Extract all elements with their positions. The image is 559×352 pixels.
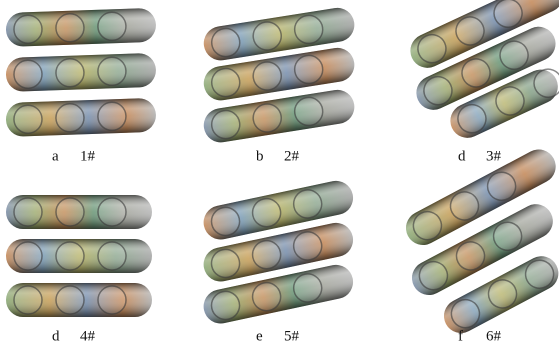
- tube-ring: [14, 286, 42, 314]
- tube-ring: [98, 286, 126, 314]
- tube: [5, 8, 156, 47]
- tube-ring: [56, 286, 84, 314]
- tube-ring: [14, 15, 43, 44]
- tube-ring: [56, 242, 84, 270]
- panel-number: 3#: [486, 148, 502, 164]
- tube-ring: [56, 198, 84, 226]
- tube: [6, 283, 152, 317]
- tube: [6, 195, 152, 229]
- tube-ring: [14, 198, 42, 226]
- panel-number: 1#: [80, 148, 96, 164]
- panel-letter: b: [256, 148, 264, 164]
- tube-ring: [98, 242, 126, 270]
- tube-ring: [55, 103, 84, 132]
- tube-ring: [14, 105, 43, 134]
- tube: [6, 239, 152, 273]
- panel-letter: d: [458, 148, 466, 164]
- tube: [5, 98, 156, 137]
- panel-letter: a: [52, 148, 59, 164]
- panel-letter: e: [256, 328, 263, 344]
- panel-number: 2#: [284, 148, 300, 164]
- tube-ring: [97, 57, 126, 86]
- panel-number: 4#: [80, 328, 96, 344]
- tube-ring: [14, 242, 42, 270]
- tube-ring: [97, 102, 126, 131]
- panel-letter: d: [52, 328, 60, 344]
- tube: [5, 53, 156, 92]
- panel-letter: f: [458, 328, 463, 344]
- panel-number: 6#: [486, 328, 502, 344]
- tube-ring: [55, 58, 84, 87]
- tube-illustrations: [5, 0, 559, 339]
- tube-ring: [14, 60, 43, 89]
- panel-number: 5#: [284, 328, 300, 344]
- figure: a 1# b 2# d 3# d 4# e 5# f 6#: [0, 0, 559, 352]
- tube-ring: [97, 12, 126, 41]
- tube-ring: [55, 13, 84, 42]
- tube-ring: [98, 198, 126, 226]
